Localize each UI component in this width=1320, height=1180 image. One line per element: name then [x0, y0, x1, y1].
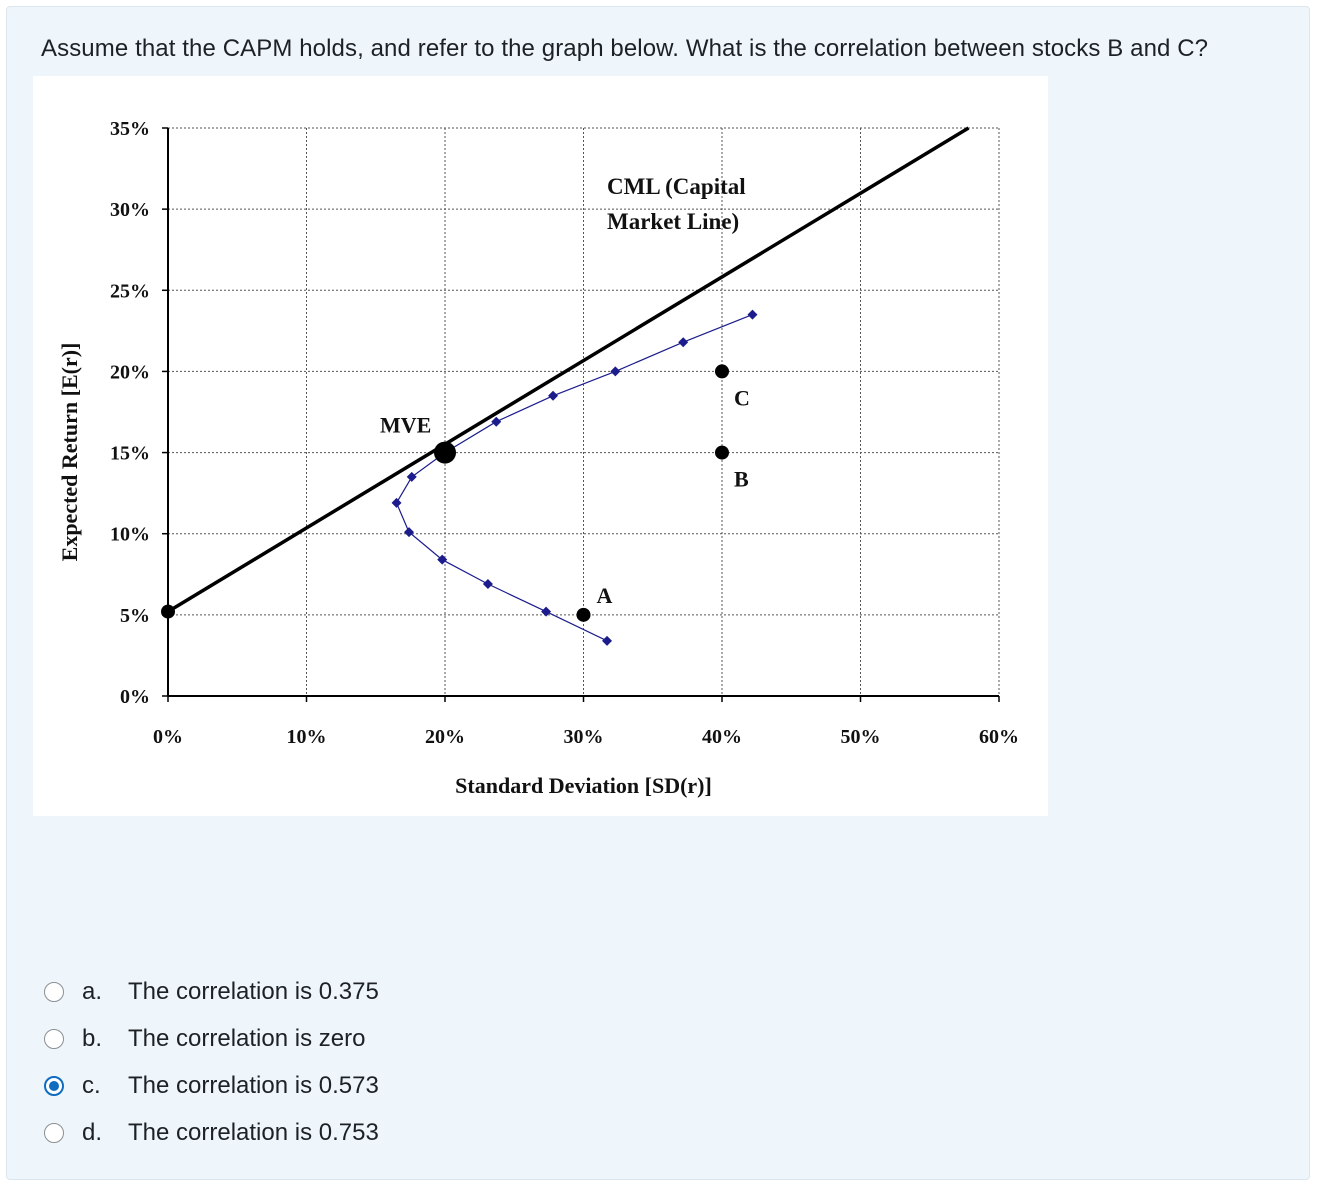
radio-button[interactable] [44, 1075, 64, 1096]
option-letter: c. [82, 1071, 101, 1099]
frontier-point [482, 579, 493, 590]
point-label: MVE [380, 413, 431, 438]
answer-option-b[interactable]: b. The correlation is zero [44, 1015, 379, 1062]
x-tick-label: 50% [841, 726, 881, 748]
option-letter: d. [82, 1118, 103, 1146]
point-label: A [597, 583, 613, 608]
option-letter: a. [82, 977, 103, 1005]
x-tick-label: 20% [425, 726, 465, 748]
y-axis-title: Expected Return [E(r)] [57, 343, 82, 562]
point-label: B [734, 467, 749, 492]
radio-button[interactable] [44, 981, 64, 1002]
chart-svg: 0% 5% 10% 15% 20% 25% 30% 35% 0% 10% 20% 30% 40% 50% 6… [57, 118, 1019, 798]
cml-line [167, 126, 970, 614]
answer-options: a. The correlation is 0.375 b. The correlat… [44, 968, 379, 1156]
y-tick-label: 30% [110, 199, 150, 221]
question-text: Assume that the CAPM holds, and refer to… [41, 35, 1209, 62]
capm-chart: 0% 5% 10% 15% 20% 25% 30% 35% 0% 10% 20% 30% 40% 50% 6… [33, 76, 1048, 816]
x-tick-label: 0% [153, 726, 183, 748]
frontier-point [541, 606, 552, 617]
frontier-point [491, 416, 502, 427]
y-tick-label: 20% [110, 361, 150, 383]
x-tick-label: 10% [287, 726, 327, 748]
frontier-point [548, 390, 559, 401]
x-tick-label: 30% [564, 726, 604, 748]
frontier-curve [395, 314, 753, 642]
option-text: The correlation is zero [128, 1024, 366, 1052]
point-label: C [734, 385, 750, 410]
option-letter: b. [82, 1024, 103, 1052]
cml-annotation: CML (Capital [607, 174, 746, 199]
frontier-point [610, 366, 621, 377]
radio-button[interactable] [44, 1122, 64, 1143]
point-c [715, 364, 729, 379]
y-tick-label: 5% [120, 605, 150, 627]
option-text: The correlation is 0.753 [128, 1118, 379, 1146]
frontier-point [406, 471, 417, 482]
point-b [715, 445, 729, 460]
y-tick-label: 0% [120, 686, 150, 708]
frontier-point [403, 527, 414, 538]
answer-option-a[interactable]: a. The correlation is 0.375 [44, 968, 379, 1015]
y-tick-label: 35% [110, 118, 150, 140]
option-text: The correlation is 0.375 [128, 977, 379, 1005]
point-a [576, 607, 591, 622]
y-tick-label: 25% [110, 280, 150, 302]
frontier-point [391, 497, 402, 508]
option-text: The correlation is 0.573 [128, 1071, 379, 1099]
x-tick-label: 60% [979, 726, 1019, 748]
risk-free-point [161, 604, 175, 619]
answer-option-c[interactable]: c. The correlation is 0.573 [44, 1062, 379, 1109]
x-tick-label: 40% [702, 726, 742, 748]
cml-annotation: Market Line) [607, 209, 739, 234]
y-tick-label: 15% [110, 443, 150, 465]
radio-button[interactable] [44, 1028, 64, 1049]
point-mve [434, 441, 456, 464]
x-axis-title: Standard Deviation [SD(r)] [455, 773, 712, 798]
frontier-point [602, 635, 613, 646]
answer-option-d[interactable]: d. The correlation is 0.753 [44, 1109, 379, 1156]
y-tick-label: 10% [110, 524, 150, 546]
frontier-point [678, 337, 689, 348]
frontier-point [747, 309, 758, 320]
frontier-point [437, 554, 448, 565]
